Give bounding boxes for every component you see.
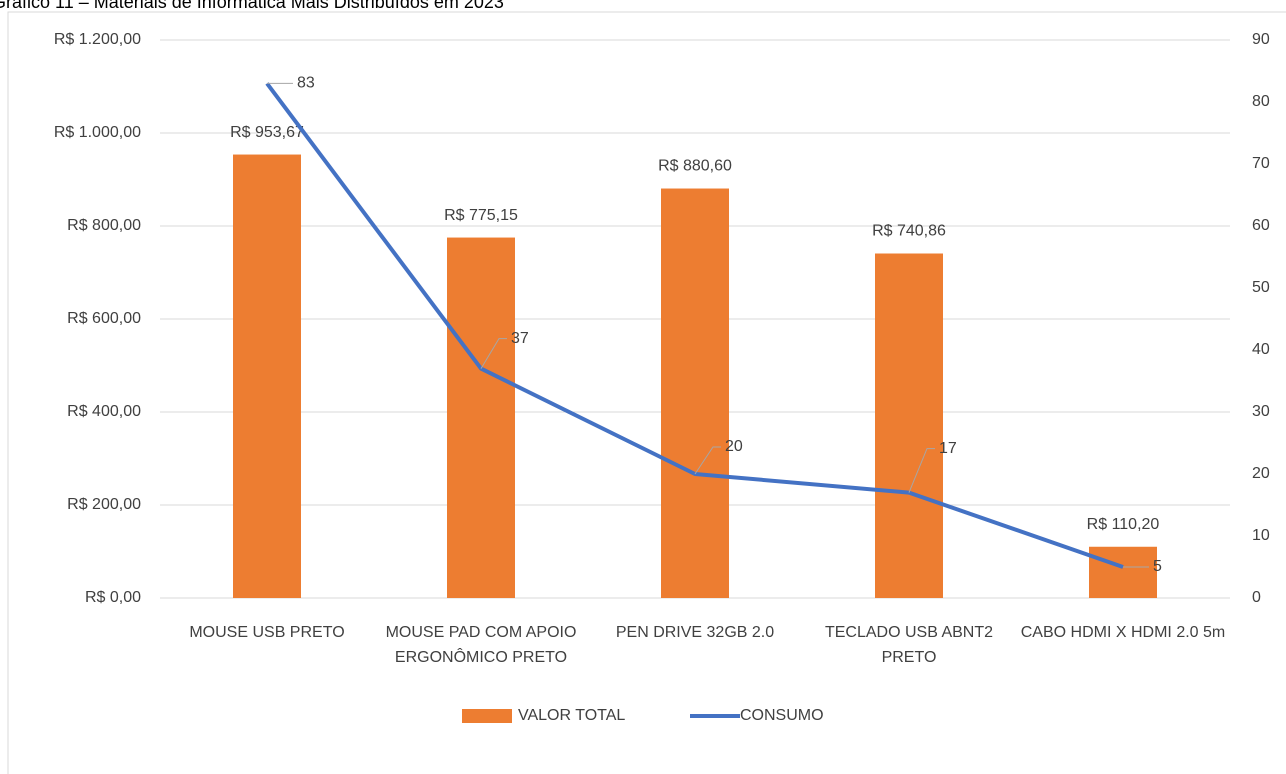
bar [447, 237, 515, 599]
data-label: 17 [939, 440, 957, 457]
x-tick-label: MOUSE PAD COM APOIO ERGONÔMICO PRETO [385, 624, 577, 666]
data-label: R$ 740,86 [872, 223, 946, 240]
y2-tick-label: 70 [1252, 155, 1270, 172]
y-tick-label: R$ 400,00 [67, 403, 141, 420]
label-leader [908, 448, 935, 493]
y2-tick-label: 80 [1252, 93, 1270, 110]
data-label: R$ 880,60 [658, 158, 732, 175]
y-tick-label: R$ 200,00 [67, 496, 141, 513]
bar [233, 154, 301, 598]
data-label: 37 [511, 330, 529, 347]
x-tick-label: MOUSE USB PRETO [189, 624, 345, 641]
bar [875, 253, 943, 598]
y2-tick-label: 30 [1252, 403, 1270, 420]
y2-tick-label: 90 [1252, 31, 1270, 48]
data-label: 20 [725, 438, 743, 455]
y2-tick-label: 20 [1252, 465, 1270, 482]
y2-tick-label: 0 [1252, 589, 1261, 606]
data-label: R$ 110,20 [1087, 516, 1160, 533]
bar [661, 188, 729, 598]
data-label: 5 [1153, 558, 1162, 575]
y2-tick-label: 50 [1252, 279, 1270, 296]
legend-swatch [462, 709, 512, 723]
legend-label: VALOR TOTAL [518, 707, 625, 724]
y-tick-label: R$ 1.200,00 [54, 31, 141, 48]
chart-title: Gráfico 11 – Materiais de Informática Ma… [0, 0, 504, 12]
y-tick-label: R$ 1.000,00 [54, 124, 141, 141]
bar [1089, 546, 1157, 598]
label-leader [694, 446, 721, 475]
y-tick-label: R$ 0,00 [85, 589, 141, 606]
y2-tick-label: 60 [1252, 217, 1270, 234]
label-leader [480, 338, 507, 369]
chart-border [7, 11, 1286, 774]
y2-tick-label: 40 [1252, 341, 1270, 358]
y-tick-label: R$ 800,00 [67, 217, 141, 234]
x-tick-label: PEN DRIVE 32GB 2.0 [615, 624, 775, 641]
legend-label: CONSUMO [740, 707, 824, 724]
data-label: 83 [297, 75, 315, 92]
data-label: R$ 953,67 [230, 124, 304, 141]
x-tick-label: CABO HDMI X HDMI 2.0 5m [1020, 624, 1226, 641]
x-tick-label: TECLADO USB ABNT2 PRETO [824, 624, 994, 666]
y-tick-label: R$ 600,00 [67, 310, 141, 327]
data-label: R$ 775,15 [444, 207, 518, 224]
y2-tick-label: 10 [1252, 527, 1270, 544]
